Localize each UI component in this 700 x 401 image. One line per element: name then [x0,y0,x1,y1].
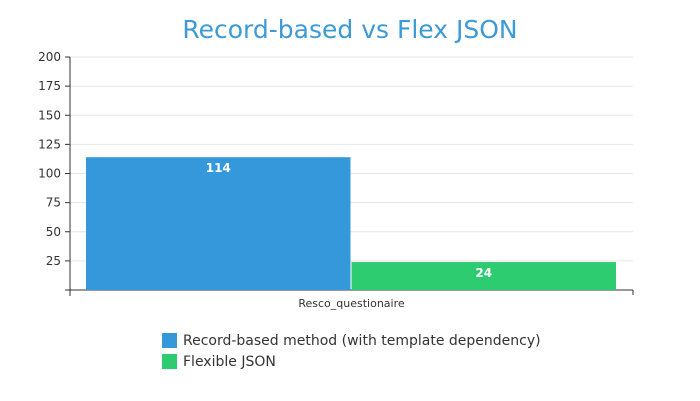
legend[interactable]: Record-based method (with template depen… [162,333,541,370]
bar-flexible-json[interactable] [351,262,617,290]
y-axis-ticks: 25 50 75 100 125 150 175 200 [38,50,70,268]
y-tick-label: 150 [38,108,61,122]
y-tick-label: 25 [46,254,61,268]
chart-title: Record-based vs Flex JSON [182,15,517,44]
legend-swatch[interactable] [162,333,177,348]
x-axis-categories: Resco_questionaire [298,297,405,310]
y-tick-label: 175 [38,79,61,93]
data-label: 24 [475,266,492,280]
y-tick-label: 75 [46,196,61,210]
y-tick-label: 100 [38,167,61,181]
data-labels: 114 24 [206,161,492,280]
y-tick-label: 50 [46,225,61,239]
legend-label[interactable]: Record-based method (with template depen… [183,333,541,349]
y-tick-label: 200 [38,50,61,64]
legend-swatch[interactable] [162,354,177,369]
data-label: 114 [206,161,231,175]
y-tick-label: 125 [38,137,61,151]
legend-label[interactable]: Flexible JSON [183,354,276,370]
x-category-label: Resco_questionaire [298,297,405,310]
bar-record-based[interactable] [86,157,351,290]
bars [86,157,616,290]
